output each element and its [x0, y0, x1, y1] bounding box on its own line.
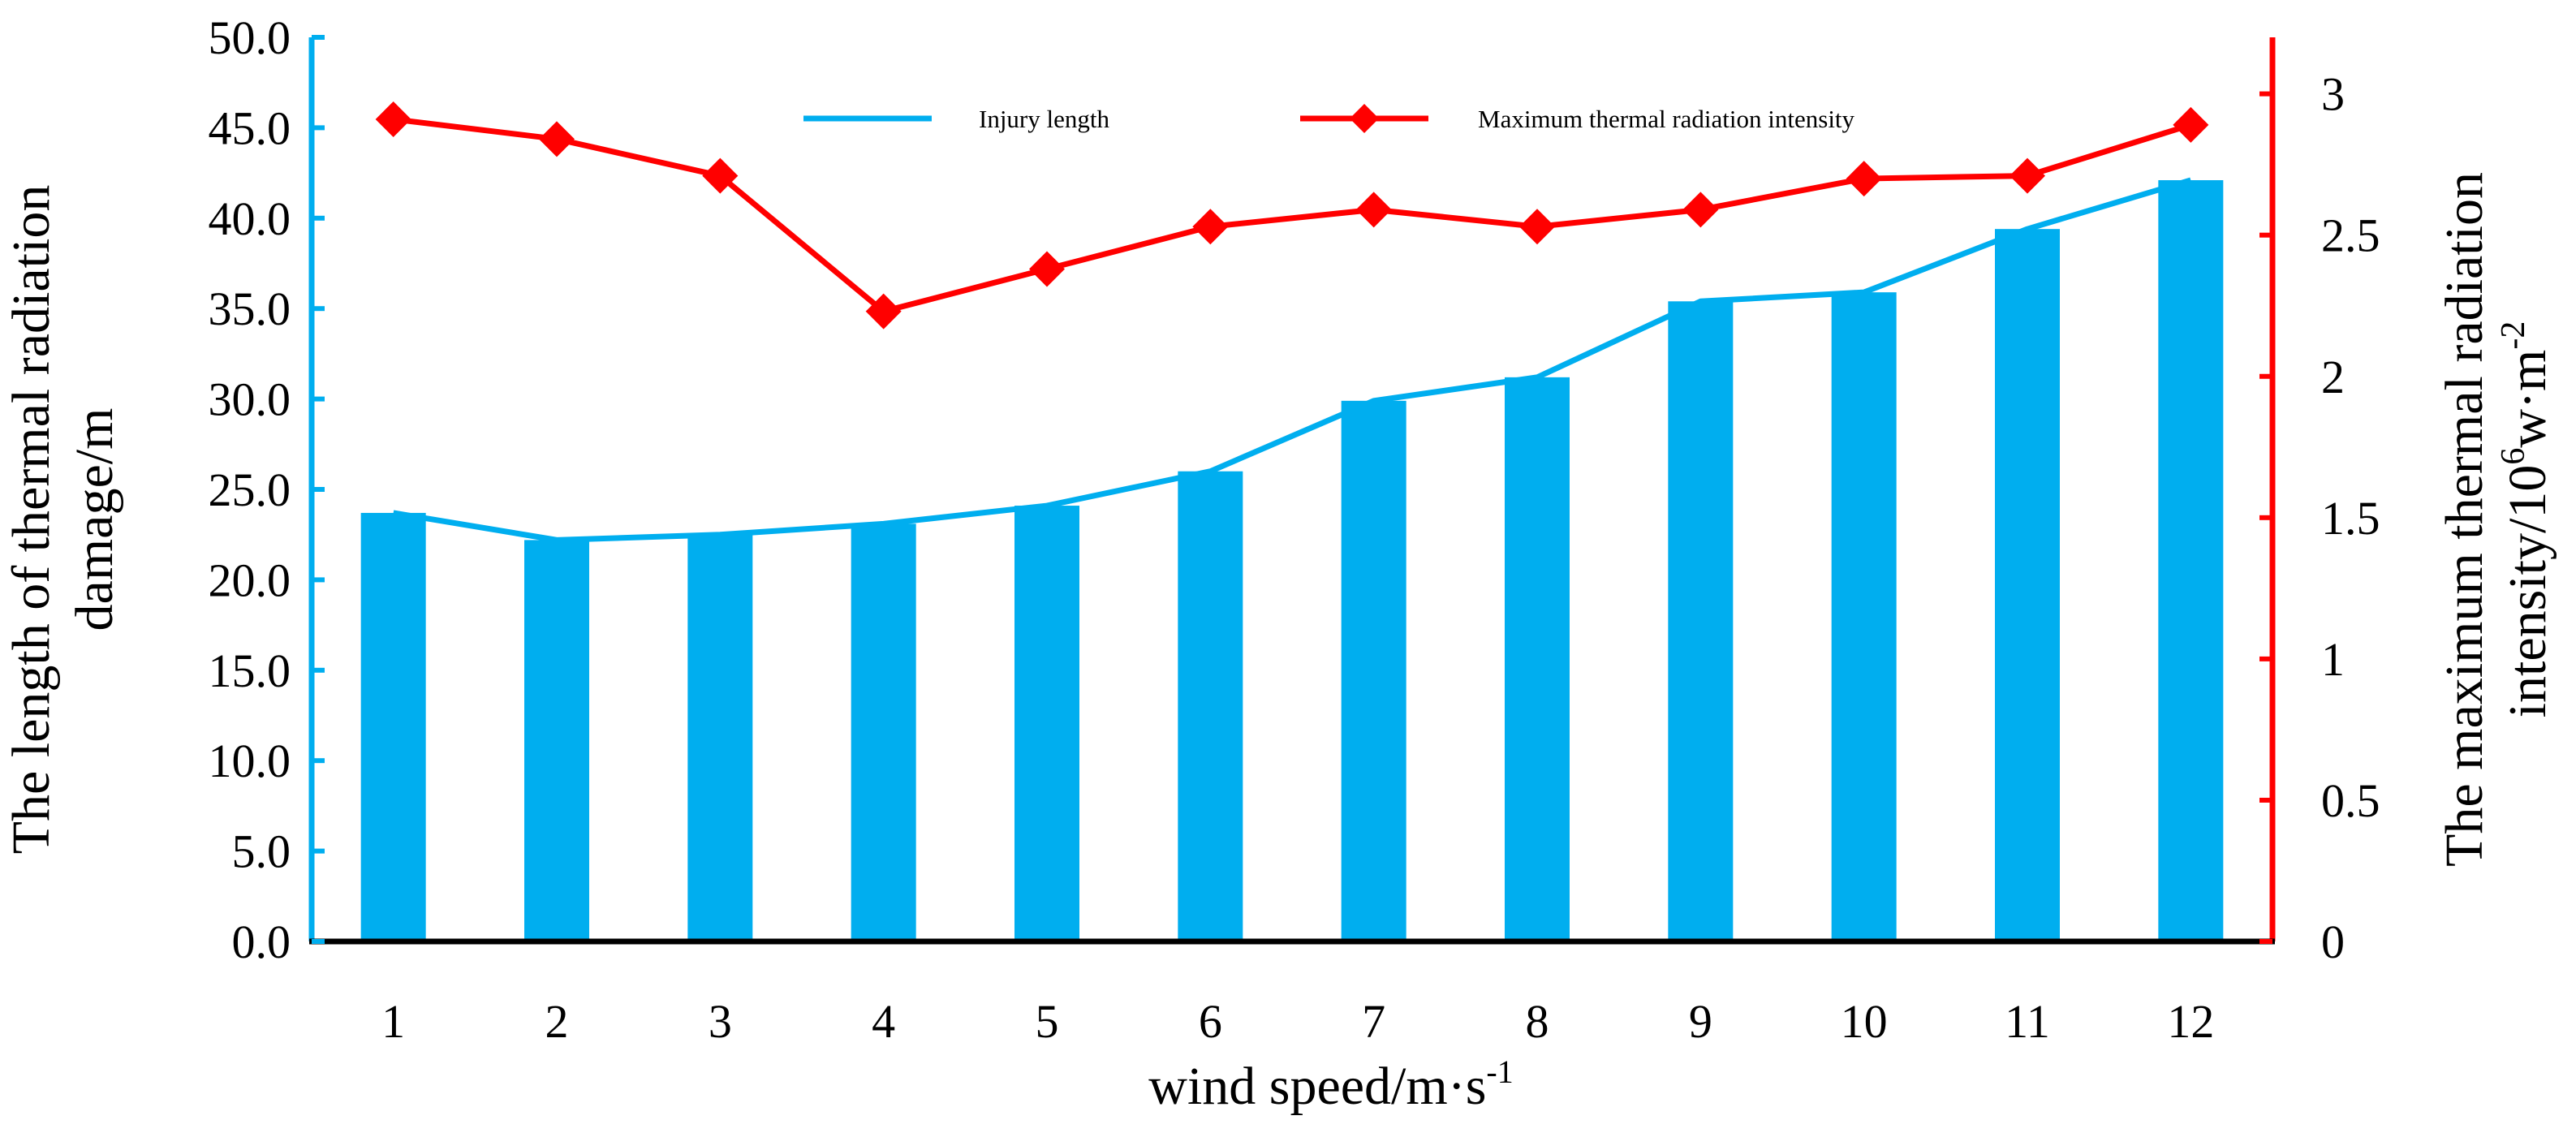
line-series — [375, 101, 2209, 543]
bar-series — [360, 180, 2224, 942]
y-left-tick-label: 30.0 — [209, 373, 291, 426]
x-tick-label-11: 11 — [2005, 995, 2050, 1048]
y-left-tick-label: 50.0 — [209, 11, 291, 64]
bar-7 — [1341, 400, 1406, 941]
x-tick-label-9: 9 — [1689, 995, 1712, 1048]
marker-max-thermal-radiation-3 — [702, 157, 739, 194]
marker-max-thermal-radiation-2 — [539, 121, 575, 157]
legend: Injury length Maximum thermal radiation … — [803, 104, 1855, 133]
y-left-tick-label: 35.0 — [209, 282, 291, 335]
y-left-tick-label: 40.0 — [209, 192, 291, 245]
y-left-tick-label: 5.0 — [232, 825, 291, 878]
y-axis-left-title-line2: damage/m — [65, 408, 124, 631]
y-right-tick-label: 3 — [2321, 68, 2345, 121]
bar-5 — [1014, 506, 1079, 941]
x-tick-label-10: 10 — [1841, 995, 1888, 1048]
bar-1 — [360, 512, 426, 941]
x-tick-label-3: 3 — [709, 995, 732, 1048]
y-left-tick-label: 45.0 — [209, 101, 291, 154]
marker-max-thermal-radiation-12 — [2173, 106, 2209, 143]
x-tick-label-12: 12 — [2167, 995, 2214, 1048]
bar-9 — [1668, 301, 1734, 942]
marker-max-thermal-radiation-5 — [1029, 251, 1065, 287]
bar-11 — [1995, 229, 2060, 942]
x-tick-label-7: 7 — [1362, 995, 1385, 1048]
marker-max-thermal-radiation-1 — [375, 101, 411, 137]
y-axis-right-title-sup2: -2 — [2495, 321, 2532, 350]
axes — [308, 35, 2276, 945]
y-axis-right-title-line1: The maximum thermal radiation — [2435, 172, 2494, 867]
y-left-tick-label: 15.0 — [209, 644, 291, 697]
x-tick-label-1: 1 — [381, 995, 405, 1048]
bar-12 — [2158, 180, 2224, 942]
y-right-tick-label: 1 — [2321, 633, 2345, 686]
tick-labels: 0.05.010.015.020.025.030.035.040.045.050… — [209, 11, 2380, 1048]
marker-max-thermal-radiation-9 — [1682, 192, 1719, 228]
y-left-tick-label: 25.0 — [209, 463, 291, 516]
bar-4 — [851, 523, 916, 941]
marker-max-thermal-radiation-11 — [2010, 157, 2045, 194]
marker-max-thermal-radiation-4 — [865, 293, 902, 330]
y-right-tick-label: 2.5 — [2321, 209, 2380, 262]
bar-8 — [1505, 377, 1570, 941]
y-axis-right-title-line2-mid: w·m — [2498, 350, 2557, 448]
x-tick-label-8: 8 — [1526, 995, 1549, 1048]
marker-max-thermal-radiation-7 — [1355, 192, 1392, 228]
marker-max-thermal-radiation-10 — [1846, 161, 1882, 197]
bar-6 — [1178, 471, 1243, 941]
y-right-tick-label: 0.5 — [2321, 774, 2380, 827]
x-axis-title-sup: -1 — [1486, 1053, 1513, 1090]
y-axis-right-title-line2: intensity/106w·m-2 — [2495, 321, 2557, 718]
marker-max-thermal-radiation-8 — [1519, 209, 1555, 245]
legend-marker-max-thermal-radiation — [1350, 104, 1379, 133]
y-left-tick-label: 10.0 — [209, 735, 291, 787]
y-axis-left-title-line1: The length of thermal radiation — [2, 185, 61, 855]
x-axis-title: wind speed/m·s-1 — [1148, 1053, 1513, 1116]
x-tick-label-4: 4 — [872, 995, 895, 1048]
x-axis-title-main: wind speed/m·s — [1148, 1057, 1486, 1116]
y-axis-right-title-line2-pre: intensity/10 — [2498, 465, 2557, 718]
y-right-tick-label: 2 — [2321, 351, 2345, 403]
y-left-tick-label: 0.0 — [232, 915, 291, 968]
line-max-thermal-radiation — [393, 116, 2192, 315]
y-right-tick-label: 0 — [2321, 915, 2345, 968]
x-tick-label-6: 6 — [1199, 995, 1222, 1048]
y-axis-right-title-sup1: 6 — [2495, 448, 2532, 465]
x-tick-label-2: 2 — [545, 995, 569, 1048]
legend-label-injury-length: Injury length — [979, 105, 1109, 133]
x-tick-label-5: 5 — [1036, 995, 1059, 1048]
bar-3 — [687, 534, 753, 941]
marker-max-thermal-radiation-6 — [1192, 209, 1229, 245]
y-left-tick-label: 20.0 — [209, 554, 291, 606]
line-injury-length — [393, 177, 2192, 543]
bar-2 — [524, 540, 589, 941]
legend-label-max-thermal-radiation: Maximum thermal radiation intensity — [1478, 105, 1855, 133]
bar-10 — [1831, 292, 1897, 941]
y-right-tick-label: 1.5 — [2321, 492, 2380, 545]
